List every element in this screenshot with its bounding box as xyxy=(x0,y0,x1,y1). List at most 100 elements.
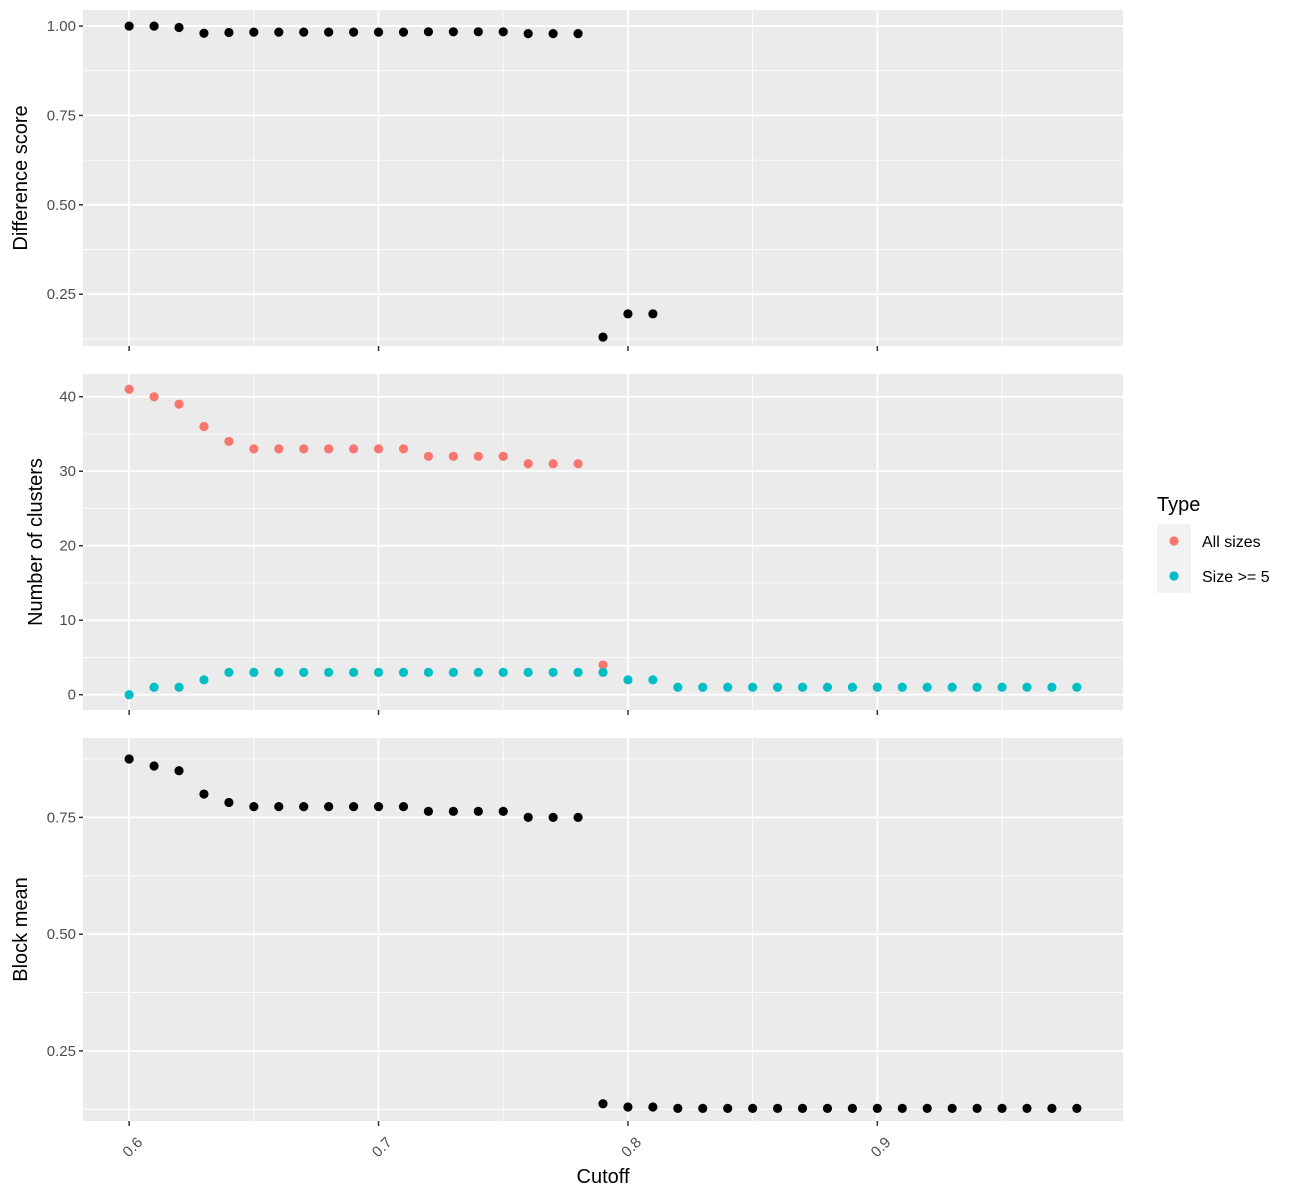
data-point xyxy=(947,1103,957,1113)
data-point xyxy=(922,1103,932,1113)
data-point xyxy=(249,802,259,812)
data-point xyxy=(623,1102,633,1112)
data-point xyxy=(174,399,184,409)
data-point xyxy=(1072,1103,1082,1113)
data-point xyxy=(548,667,558,677)
data-point xyxy=(498,27,508,37)
data-point xyxy=(897,682,907,692)
data-point xyxy=(373,667,384,677)
data-point xyxy=(299,802,309,812)
data-point xyxy=(598,332,608,342)
data-point xyxy=(174,682,184,692)
y-axis-title: Block mean xyxy=(10,877,32,982)
data-point xyxy=(573,28,583,39)
x-tick-label: 0.9 xyxy=(868,1134,895,1161)
data-point xyxy=(548,28,558,39)
data-point xyxy=(448,667,458,677)
data-point xyxy=(573,812,583,823)
data-point xyxy=(324,802,334,812)
data-point xyxy=(423,27,434,37)
x-tick-label: 0.6 xyxy=(119,1134,146,1161)
data-point xyxy=(548,812,558,823)
data-point xyxy=(1047,682,1057,692)
data-point xyxy=(149,682,159,692)
data-point xyxy=(423,806,434,816)
data-point xyxy=(947,682,957,692)
data-point xyxy=(573,667,583,677)
data-point xyxy=(199,28,209,38)
data-point xyxy=(124,690,134,700)
data-point xyxy=(772,682,783,692)
data-point xyxy=(1047,1103,1057,1113)
panel-background xyxy=(83,738,1123,1121)
panel-background xyxy=(83,374,1123,710)
data-point xyxy=(274,667,284,677)
data-point xyxy=(822,1103,833,1113)
data-point xyxy=(373,27,384,37)
data-point xyxy=(997,682,1007,692)
y-tick-label: 10 xyxy=(59,612,76,629)
data-point xyxy=(598,660,608,670)
data-point xyxy=(373,444,384,454)
data-point xyxy=(797,682,808,692)
data-point xyxy=(398,444,409,454)
data-point xyxy=(673,1103,683,1113)
data-point xyxy=(249,667,259,677)
data-point xyxy=(598,667,608,677)
data-point xyxy=(348,667,359,677)
y-tick-label: 0.75 xyxy=(47,107,76,124)
data-point xyxy=(398,27,409,37)
legend-entries: All sizes Size >= 5 xyxy=(1169,534,1270,586)
data-point xyxy=(274,27,284,37)
y-tick-label: 20 xyxy=(59,538,76,555)
legend-key-point xyxy=(1169,571,1179,581)
data-point xyxy=(548,459,558,469)
data-point xyxy=(174,766,184,776)
data-point xyxy=(523,667,533,677)
y-tick-label: 0.50 xyxy=(47,197,76,214)
data-point xyxy=(274,802,284,812)
data-point xyxy=(398,667,409,677)
data-point xyxy=(1022,682,1032,692)
x-tick-label: 0.8 xyxy=(618,1134,645,1161)
data-point xyxy=(748,1103,758,1113)
data-point xyxy=(299,444,309,454)
data-point xyxy=(348,802,359,812)
data-point xyxy=(324,27,334,37)
legend: Type All sizes Size >= 5 xyxy=(1157,494,1270,593)
data-point xyxy=(398,802,409,812)
data-point xyxy=(448,806,458,816)
data-point xyxy=(224,797,234,808)
data-point xyxy=(124,21,134,31)
data-point xyxy=(149,392,159,402)
data-point xyxy=(523,812,533,823)
legend-key-point xyxy=(1169,536,1179,546)
y-tick-label: 0.25 xyxy=(47,1043,76,1060)
legend-title: Type xyxy=(1157,494,1200,516)
data-point xyxy=(648,1102,658,1112)
series-1 xyxy=(124,384,608,670)
panels-layer: 0.25 0.50 0.75 1.00 Difference score 0 10 20 30 4… xyxy=(10,10,1123,1161)
y-tick-label: 0.75 xyxy=(47,809,76,826)
data-point xyxy=(772,1103,783,1113)
data-point xyxy=(1022,1103,1032,1113)
data-point xyxy=(723,682,733,692)
data-point xyxy=(598,1099,608,1109)
data-point xyxy=(324,667,334,677)
data-point xyxy=(224,667,234,677)
data-point xyxy=(423,451,434,461)
data-point xyxy=(249,444,259,454)
legend-label: All sizes xyxy=(1202,534,1261,551)
data-point xyxy=(473,806,483,816)
data-point xyxy=(448,27,458,37)
data-point xyxy=(373,802,384,812)
y-tick-label: 30 xyxy=(59,463,76,480)
data-point xyxy=(124,754,134,764)
data-point xyxy=(872,1103,882,1113)
data-point xyxy=(149,761,159,771)
y-axis-title: Number of clusters xyxy=(25,458,47,626)
y-tick-label: 0.25 xyxy=(47,286,76,303)
data-point xyxy=(723,1103,733,1113)
data-point xyxy=(822,682,833,692)
